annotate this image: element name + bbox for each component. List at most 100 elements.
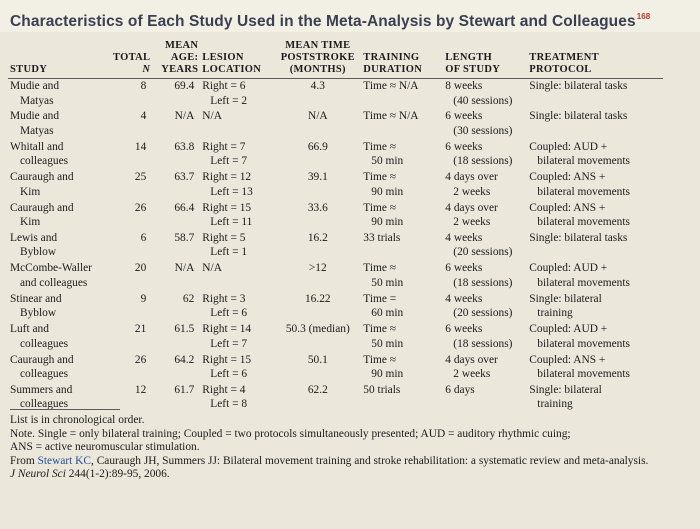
cell-lesion: N/A xyxy=(202,262,222,275)
table-row: Lewis and Byblow 6 58.7 Right = 5 Left = 1 16.… xyxy=(8,231,663,261)
cell-total-n: 21 xyxy=(134,323,147,336)
cell-mean-age: N/A xyxy=(174,110,195,123)
cell-total-n: 26 xyxy=(134,201,147,214)
cell-protocol: Coupled: AUD + bilateral movements xyxy=(529,140,630,168)
cell-length: 6 weeks (18 sessions) xyxy=(445,140,513,168)
col-header-total: TOTAL N xyxy=(111,36,153,79)
cell-protocol: Coupled: AUD + bilateral movements xyxy=(529,262,630,289)
cell-lesion: N/A xyxy=(202,110,222,123)
cell-study: Cauraugh and colleagues xyxy=(10,353,74,381)
table-row: Stinear and Byblow 9 62 Right = 3 Left = 6 16.… xyxy=(8,292,663,322)
cell-lesion: Right = 4 Left = 8 xyxy=(202,383,248,411)
table-title: Characteristics of Each Study Used in th… xyxy=(10,3,700,33)
header-row: STUDY TOTAL N MEAN AGE: YEARS LESION LOCATIO… xyxy=(8,36,664,79)
footnote-note: Note. Single = only bilateral training; … xyxy=(10,427,571,440)
cell-mean-age: 63.7 xyxy=(174,171,195,184)
table-panel: STUDY TOTAL N MEAN AGE: YEARS LESION LOCATIO… xyxy=(0,32,700,529)
cell-lesion: Right = 14 Left = 7 xyxy=(202,323,252,350)
cell-mean-time: 50.3 (median) xyxy=(285,323,350,336)
cell-training: Time ≈50 min xyxy=(363,323,404,350)
cell-length: 4 weeks (20 sessions) xyxy=(445,231,513,259)
table-row: Whitall and colleagues 14 63.8 Right = 7 Left… xyxy=(8,140,663,170)
cell-mean-time: 16.2 xyxy=(307,231,328,244)
cell-length: 4 weeks (20 sessions) xyxy=(445,292,513,320)
cell-total-n: 26 xyxy=(134,353,147,366)
col-header-protocol: TREATMENT PROTOCOL xyxy=(527,36,664,79)
cell-protocol: Coupled: ANS + bilateral movements xyxy=(529,201,630,229)
cell-mean-age: 58.7 xyxy=(174,231,195,244)
footnote-source: From Stewart KC, Cauraugh JH, Summers JJ… xyxy=(10,454,649,467)
cell-mean-age: 62 xyxy=(182,292,195,305)
cell-training: Time = 60 min xyxy=(363,292,404,320)
cell-training: Time ≈ N/A xyxy=(363,80,419,92)
cell-protocol: Single: bilateral tasks xyxy=(529,80,628,92)
cell-study: McCombe-Waller and colleagues xyxy=(10,262,92,289)
cell-training: Time ≈ N/A xyxy=(363,110,419,123)
cell-mean-age: 66.4 xyxy=(174,201,195,214)
footnote-divider xyxy=(10,409,120,410)
cell-length: 4 days over 2 weeks xyxy=(445,201,498,229)
cell-study: Cauraugh and Kim xyxy=(10,201,74,229)
col-header-study: STUDY xyxy=(8,36,111,79)
table-row: Cauraugh and colleagues 26 64.2 Right = 15 Le… xyxy=(8,353,663,383)
cell-training: Time ≈90 min xyxy=(363,171,404,198)
col-header-lesion: LESION LOCATION xyxy=(200,36,275,79)
cell-lesion: Right = 15 Left = 6 xyxy=(202,353,252,381)
cell-study: Mudie and Matyas xyxy=(10,80,60,107)
cell-total-n: 25 xyxy=(134,171,147,184)
cell-mean-time: 4.3 xyxy=(310,80,325,92)
table-row: Cauraugh and Kim 26 66.4 Right = 15 Left = 11… xyxy=(8,201,663,231)
cell-protocol: Single: bilateral training xyxy=(529,292,602,320)
cell-lesion: Right = 3 Left = 6 xyxy=(202,292,248,320)
cell-lesion: Right = 12 Left = 13 xyxy=(202,171,253,198)
cell-mean-time: >12 xyxy=(308,262,327,275)
table-row: Mudie and Matyas 8 69.4 Right = 6 Left = 2 4.3… xyxy=(8,79,663,110)
cell-training: 50 trials xyxy=(363,383,401,396)
table-row: Luft and colleagues 21 61.5 Right = 14 Left =… xyxy=(8,322,663,352)
cell-total-n: 6 xyxy=(140,231,147,244)
cell-study: Cauraugh and Kim xyxy=(10,171,74,198)
cell-training: Time ≈50 min xyxy=(363,140,404,168)
cell-length: 6 weeks (18 sessions) xyxy=(445,323,513,350)
cell-length: 6 days xyxy=(445,383,475,396)
cell-mean-age: 61.7 xyxy=(174,383,195,396)
cell-mean-time: 62.2 xyxy=(307,383,328,396)
cell-length: 8 weeks (40 sessions) xyxy=(445,80,513,107)
cell-total-n: 12 xyxy=(134,383,147,396)
cell-protocol: Coupled: ANS + bilateral movements xyxy=(529,171,630,198)
footnote-abbrev: ANS = active neuromuscular stimulation. xyxy=(10,441,200,454)
cell-mean-time: 50.1 xyxy=(307,353,328,366)
cell-mean-age: 64.2 xyxy=(174,353,195,366)
cell-protocol: Coupled: ANS + bilateral movements xyxy=(529,353,630,381)
cell-mean-time: 66.9 xyxy=(307,140,328,153)
title-reference: 168 xyxy=(636,12,651,21)
table-row: McCombe-Waller and colleagues 20 N/A N/A >12 T… xyxy=(8,261,663,291)
table-row: Summers and colleagues 12 61.7 Right = 4 Left… xyxy=(8,383,663,413)
cell-training: 33 trials xyxy=(363,231,401,244)
cell-mean-time: 39.1 xyxy=(307,171,328,184)
cell-training: Time ≈90 min xyxy=(363,353,404,381)
study-table: STUDY TOTAL N MEAN AGE: YEARS LESION LOCATIO… xyxy=(8,36,664,413)
cell-training: Time ≈90 min xyxy=(363,201,404,229)
cell-mean-time: 33.6 xyxy=(307,201,328,214)
cell-lesion: Right = 6 Left = 2 xyxy=(202,80,248,107)
table-row: Cauraugh and Kim 25 63.7 Right = 12 Left = 13… xyxy=(8,170,663,200)
cell-mean-age: 63.8 xyxy=(174,140,195,153)
table-row: Mudie and Matyas 4 N/A N/A N/A Time ≈ N/A 6 wee… xyxy=(8,109,663,139)
cell-protocol: Coupled: AUD + bilateral movements xyxy=(529,323,630,350)
cell-mean-time: N/A xyxy=(307,110,328,123)
author-link[interactable]: Stewart KC xyxy=(37,454,91,467)
cell-lesion: Right = 5 Left = 1 xyxy=(202,231,248,259)
cell-study: Mudie and Matyas xyxy=(10,110,60,137)
footnote-citation: J Neurol Sci 244(1-2):89-95, 2006. xyxy=(10,468,170,481)
cell-study: Luft and colleagues xyxy=(10,323,69,350)
cell-total-n: 20 xyxy=(134,262,147,275)
cell-study: Lewis and Byblow xyxy=(10,231,58,259)
cell-total-n: 9 xyxy=(140,292,147,305)
footnote-order: List is in chronological order. xyxy=(10,414,145,426)
col-header-mean-time: MEAN TIME POSTSTROKE (MONTHS) xyxy=(274,36,362,79)
cell-protocol: Single: bilateral tasks xyxy=(529,110,628,123)
footnotes: List is in chronological order. Note. Si… xyxy=(10,414,690,482)
cell-study: Stinear and Byblow xyxy=(10,292,62,320)
cell-protocol: Single: bilateral training xyxy=(529,383,602,411)
